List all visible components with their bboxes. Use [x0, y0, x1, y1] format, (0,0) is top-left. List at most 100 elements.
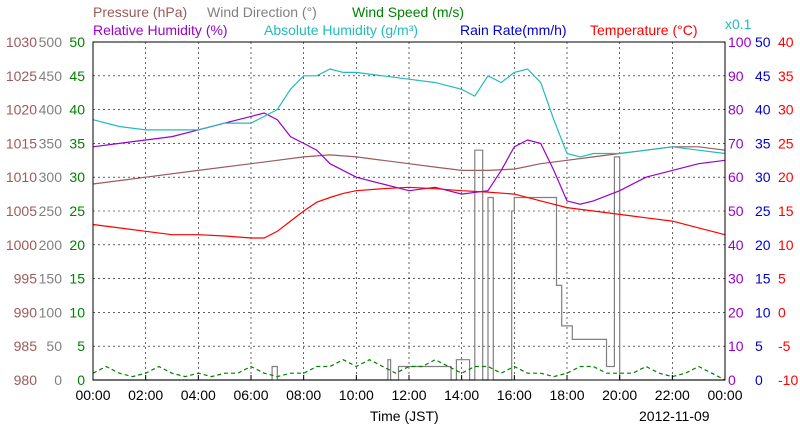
y-tick-label-pressure: 1005 [6, 203, 37, 219]
y-tick-label-wind_speed: 15 [69, 271, 85, 287]
y-tick-label-temp: 15 [778, 203, 794, 219]
y-tick-label-rh: 50 [728, 203, 744, 219]
y-tick-label-pressure: 1025 [6, 68, 37, 84]
series-line-2 [92, 359, 726, 381]
y-tick-label-wind_dir: 100 [39, 304, 63, 320]
y-tick-label-wind_dir: 400 [39, 102, 63, 118]
multiplier-note: x0.1 [725, 16, 752, 32]
y-tick-label-wind_speed: 0 [77, 372, 85, 388]
y-tick-label-wind_dir: 350 [39, 135, 63, 151]
x-tick-label: 12:00 [391, 387, 426, 403]
y-tick-label-temp: 20 [778, 169, 794, 185]
y-tick-label-rh: 20 [728, 304, 744, 320]
series-line-4 [92, 68, 726, 158]
y-tick-label-rh: 90 [728, 68, 744, 84]
y-tick-label-rain: 5 [755, 338, 763, 354]
x-tick-label: 04:00 [181, 387, 216, 403]
y-tick-label-rain: 25 [755, 203, 771, 219]
y-tick-label-pressure: 985 [14, 338, 38, 354]
x-tick-label: 02:00 [128, 387, 163, 403]
y-tick-label-pressure: 995 [14, 271, 38, 287]
y-tick-label-wind_dir: 450 [39, 68, 63, 84]
y-tick-label-rain: 10 [755, 304, 771, 320]
y-tick-label-rh: 100 [728, 34, 752, 50]
y-tick-label-pressure: 1000 [6, 237, 37, 253]
y-tick-label-rain: 40 [755, 102, 771, 118]
x-tick-label: 20:00 [602, 387, 637, 403]
date-label: 2012-11-09 [639, 408, 710, 424]
y-tick-label-wind_dir: 200 [39, 237, 63, 253]
y-tick-label-wind_speed: 45 [69, 68, 85, 84]
y-tick-label-wind_speed: 35 [69, 135, 85, 151]
legend-wind-speed: Wind Speed (m/s) [352, 4, 464, 20]
x-tick-label: 08:00 [286, 387, 321, 403]
y-tick-label-wind_dir: 50 [46, 338, 62, 354]
y-tick-label-temp: 0 [778, 304, 786, 320]
y-tick-label-rh: 40 [728, 237, 744, 253]
y-tick-label-rh: 70 [728, 135, 744, 151]
y-tick-label-rh: 0 [728, 372, 736, 388]
y-tick-label-temp: 40 [778, 34, 794, 50]
series-line-5 [92, 186, 726, 239]
x-tick-label: 06:00 [233, 387, 268, 403]
x-tick-label: 16:00 [497, 387, 532, 403]
y-tick-label-rh: 10 [728, 338, 744, 354]
legend-pressure: Pressure (hPa) [93, 4, 187, 20]
y-tick-label-temp: 10 [778, 237, 794, 253]
legend: Pressure (hPa) Wind Direction (°) Wind S… [93, 4, 752, 38]
y-tick-label-pressure: 1020 [6, 102, 37, 118]
y-tick-label-temp: -5 [778, 338, 791, 354]
legend-rain-rate: Rain Rate(mm/h) [460, 22, 567, 38]
grid [93, 42, 725, 380]
x-tick-label: 00:00 [707, 387, 742, 403]
y-tick-label-pressure: 980 [14, 372, 38, 388]
legend-temperature: Temperature (°C) [590, 22, 698, 38]
legend-absolute-humidity: Absolute Humidity (g/m³) [264, 22, 418, 38]
y-tick-label-wind_speed: 50 [69, 34, 85, 50]
y-tick-label-pressure: 990 [14, 304, 38, 320]
y-tick-label-wind_speed: 5 [77, 338, 85, 354]
y-tick-label-temp: 25 [778, 135, 794, 151]
series-line-1 [93, 149, 725, 381]
x-tick-label: 14:00 [444, 387, 479, 403]
y-tick-label-temp: 30 [778, 102, 794, 118]
y-tick-label-rh: 60 [728, 169, 744, 185]
x-tick-label: 18:00 [549, 387, 584, 403]
series-layer [92, 68, 726, 381]
y-tick-label-rain: 50 [755, 34, 771, 50]
y-tick-label-wind_dir: 0 [54, 372, 62, 388]
x-axis-label: Time (JST) [370, 408, 439, 424]
y-tick-label-wind_dir: 250 [39, 203, 63, 219]
y-tick-label-rain: 15 [755, 271, 771, 287]
x-axis: 00:00 02:00 04:00 06:00 08:00 10:00 12:00 14:00… [75, 375, 743, 403]
legend-wind-direction: Wind Direction (°) [207, 4, 317, 20]
y-tick-label-rain: 45 [755, 68, 771, 84]
x-tick-label: 00:00 [75, 387, 110, 403]
y-tick-label-rain: 20 [755, 237, 771, 253]
y-tick-label-wind_speed: 30 [69, 169, 85, 185]
y-tick-label-rain: 0 [755, 372, 763, 388]
y-tick-label-rain: 30 [755, 169, 771, 185]
y-tick-label-pressure: 1030 [6, 34, 37, 50]
y-tick-label-wind_dir: 300 [39, 169, 63, 185]
x-tick-label: 22:00 [655, 387, 690, 403]
x-tick-label: 10:00 [339, 387, 374, 403]
y-tick-label-temp: -10 [778, 372, 798, 388]
y-tick-label-rh: 80 [728, 102, 744, 118]
series-line-3 [92, 112, 726, 205]
y-tick-label-temp: 35 [778, 68, 794, 84]
y-tick-label-pressure: 1015 [6, 135, 37, 151]
y-tick-label-wind_dir: 150 [39, 271, 63, 287]
y-tick-label-wind_speed: 40 [69, 102, 85, 118]
y-tick-label-wind_dir: 500 [39, 34, 63, 50]
legend-relative-humidity: Relative Humidity (%) [93, 22, 228, 38]
y-tick-label-pressure: 1010 [6, 169, 37, 185]
y-tick-label-temp: 5 [778, 271, 786, 287]
y-axes: 9809859909951000100510101015102010251030… [6, 34, 799, 388]
y-tick-label-rain: 35 [755, 135, 771, 151]
y-tick-label-wind_speed: 10 [69, 304, 85, 320]
y-tick-label-rh: 30 [728, 271, 744, 287]
y-tick-label-wind_speed: 25 [69, 203, 85, 219]
y-tick-label-wind_speed: 20 [69, 237, 85, 253]
